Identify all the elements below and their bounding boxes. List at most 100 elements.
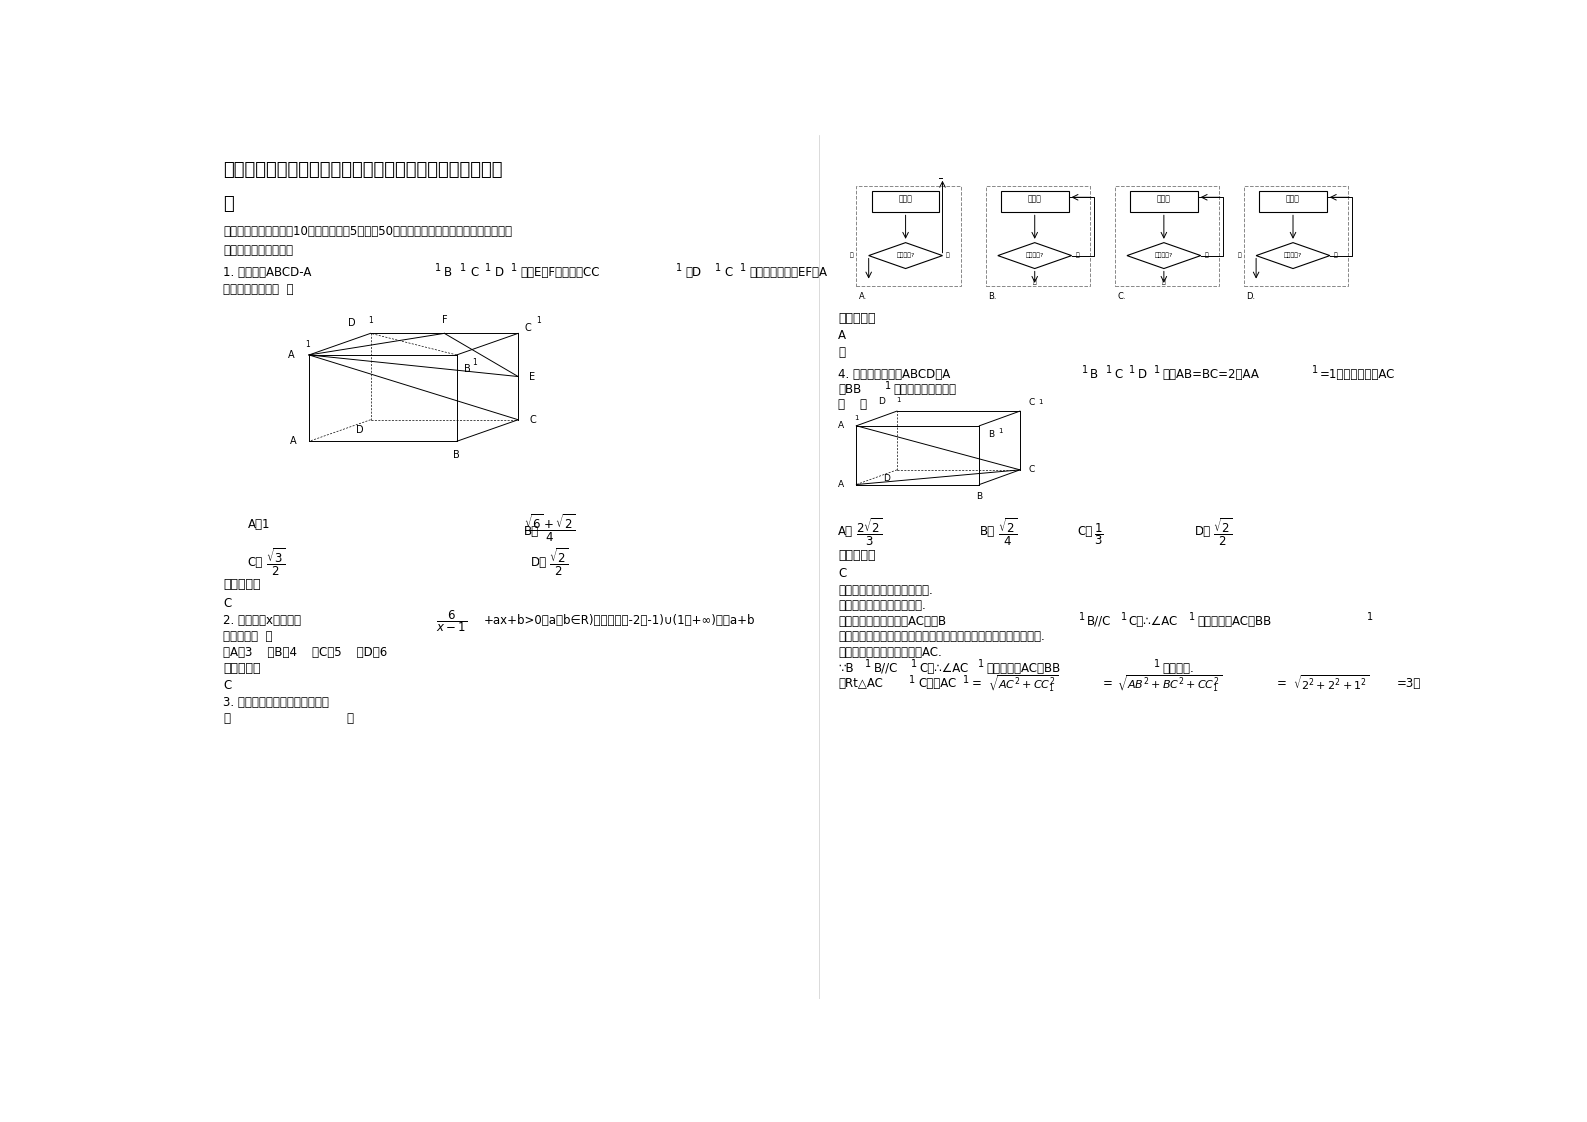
Text: 1: 1	[1081, 366, 1087, 376]
Text: 1: 1	[1189, 613, 1195, 623]
Text: 1: 1	[1079, 613, 1086, 623]
Text: 是异面直线AC与BB: 是异面直线AC与BB	[987, 662, 1062, 674]
Text: 1: 1	[368, 315, 373, 324]
Text: B: B	[989, 430, 993, 439]
Text: 参考答案：: 参考答案：	[222, 578, 260, 591]
Text: C: C	[1028, 466, 1035, 475]
Text: 参考答案：: 参考答案：	[838, 312, 876, 324]
Text: 否: 否	[946, 252, 951, 258]
Text: 无: 无	[838, 347, 844, 359]
Text: $\dfrac{\sqrt{3}}{2}$: $\dfrac{\sqrt{3}}{2}$	[267, 546, 286, 578]
Text: C: C	[528, 415, 536, 425]
Text: F: F	[441, 314, 448, 324]
Text: 专题：空间位置关系与距离.: 专题：空间位置关系与距离.	[838, 599, 925, 613]
Text: 1: 1	[511, 264, 517, 274]
Text: 1: 1	[895, 397, 900, 403]
Text: B: B	[976, 493, 982, 502]
Text: D: D	[878, 397, 884, 406]
Bar	[1258, 191, 1327, 212]
Polygon shape	[1127, 242, 1201, 268]
Text: 2. 已知关于x的不等式: 2. 已知关于x的不等式	[222, 614, 302, 627]
Text: 析: 析	[222, 195, 233, 213]
Text: =3，: =3，	[1397, 678, 1420, 690]
Text: 所成的角.: 所成的角.	[1163, 662, 1195, 674]
Text: （    ）: （ ）	[838, 398, 867, 411]
Text: $\dfrac{\sqrt{6}+\sqrt{2}}{4}$: $\dfrac{\sqrt{6}+\sqrt{2}}{4}$	[524, 512, 576, 543]
Text: B.: B.	[989, 292, 997, 301]
Text: =: =	[1103, 678, 1112, 690]
Text: C: C	[1114, 368, 1124, 380]
Text: E: E	[528, 371, 535, 381]
Text: D: D	[348, 319, 355, 328]
Text: C: C	[222, 679, 232, 692]
Text: 满足条件?: 满足条件?	[1025, 252, 1044, 258]
Text: B．: B．	[524, 525, 540, 539]
Text: 所成角正弦值是（  ）: 所成角正弦值是（ ）	[222, 283, 294, 296]
Text: $\dfrac{\sqrt{2}}{4}$: $\dfrac{\sqrt{2}}{4}$	[998, 516, 1017, 548]
Text: A: A	[838, 329, 846, 342]
Text: 循环体: 循环体	[1285, 194, 1300, 203]
Text: C．: C．	[248, 557, 263, 569]
Text: A: A	[290, 436, 297, 447]
Text: 1: 1	[536, 315, 541, 324]
Text: C: C	[838, 567, 846, 580]
Text: 在Rt△AC: 在Rt△AC	[838, 678, 882, 690]
Text: 所成的角，再利用长方体的性质、直角三角形的边角关系即可得出.: 所成的角，再利用长方体的性质、直角三角形的边角关系即可得出.	[838, 629, 1044, 643]
Text: B: B	[463, 364, 471, 374]
Text: 循环体: 循环体	[1157, 194, 1171, 203]
Text: C: C	[470, 266, 478, 279]
Text: 与D: 与D	[686, 266, 701, 279]
Text: D．: D．	[530, 557, 546, 569]
Text: 1. 在正方体ABCD-A: 1. 在正方体ABCD-A	[222, 266, 311, 279]
Text: 是: 是	[851, 252, 854, 258]
Text: （: （	[222, 711, 230, 725]
Text: =1，则异面直线AC: =1，则异面直线AC	[1320, 368, 1395, 380]
Bar	[986, 186, 1090, 286]
Text: 是异面直线AC与BB: 是异面直线AC与BB	[1197, 615, 1271, 628]
Text: 1: 1	[305, 340, 309, 349]
Text: D: D	[355, 425, 363, 435]
Text: D: D	[1138, 368, 1147, 380]
Bar	[857, 186, 960, 286]
Text: 否: 否	[1333, 252, 1338, 258]
Text: 中，AB=BC=2，AA: 中，AB=BC=2，AA	[1163, 368, 1260, 380]
Text: A．1: A．1	[248, 518, 270, 531]
Text: 1: 1	[1311, 366, 1317, 376]
Text: 与BB: 与BB	[838, 384, 862, 396]
Text: 1: 1	[486, 264, 490, 274]
Text: 1: 1	[854, 415, 859, 421]
Text: +ax+b>0（a，b∈R)的解集为（-2，-1)∪(1，+∞)，则a+b: +ax+b>0（a，b∈R)的解集为（-2，-1)∪(1，+∞)，则a+b	[484, 614, 755, 627]
Text: A: A	[838, 421, 844, 431]
Text: ）: ）	[346, 711, 352, 725]
Text: 一、选择题：本大题共10小题，每小题5分，共50分。在每小题给出的四个选项中，只有: 一、选择题：本大题共10小题，每小题5分，共50分。在每小题给出的四个选项中，只…	[222, 226, 513, 238]
Bar	[1001, 191, 1068, 212]
Text: 考点：异面直线及其所成的角.: 考点：异面直线及其所成的角.	[838, 583, 933, 597]
Text: C，∴∠AC: C，∴∠AC	[919, 662, 968, 674]
Text: =: =	[1278, 678, 1287, 690]
Text: 1: 1	[676, 264, 682, 274]
Text: （A）3    （B）4    （C）5    （D）6: （A）3 （B）4 （C）5 （D）6	[222, 646, 387, 659]
Text: 1: 1	[1130, 366, 1136, 376]
Text: C: C	[1028, 398, 1035, 407]
Text: C．: C．	[1078, 525, 1093, 539]
Text: 满足条件?: 满足条件?	[897, 252, 914, 258]
Text: 1: 1	[1154, 366, 1160, 376]
Text: 是一个符合题目要求的: 是一个符合题目要求的	[222, 245, 294, 257]
Text: B: B	[444, 266, 452, 279]
Text: 1: 1	[460, 264, 467, 274]
Text: 参考答案：: 参考答案：	[222, 662, 260, 674]
Text: C.: C.	[1117, 292, 1125, 301]
Text: 解答：解：如图所示，连接AC.: 解答：解：如图所示，连接AC.	[838, 646, 941, 659]
Text: 1: 1	[1106, 366, 1112, 376]
Polygon shape	[868, 242, 943, 268]
Text: B．: B．	[979, 525, 995, 539]
Text: A．: A．	[838, 525, 852, 539]
Text: 是: 是	[1238, 252, 1241, 258]
Polygon shape	[1257, 242, 1330, 268]
Bar	[871, 191, 940, 212]
Text: 1: 1	[909, 674, 916, 684]
Polygon shape	[998, 242, 1071, 268]
Text: 1: 1	[473, 358, 478, 367]
Text: 1: 1	[998, 427, 1003, 433]
Text: $\dfrac{6}{x-1}$: $\dfrac{6}{x-1}$	[436, 608, 467, 634]
